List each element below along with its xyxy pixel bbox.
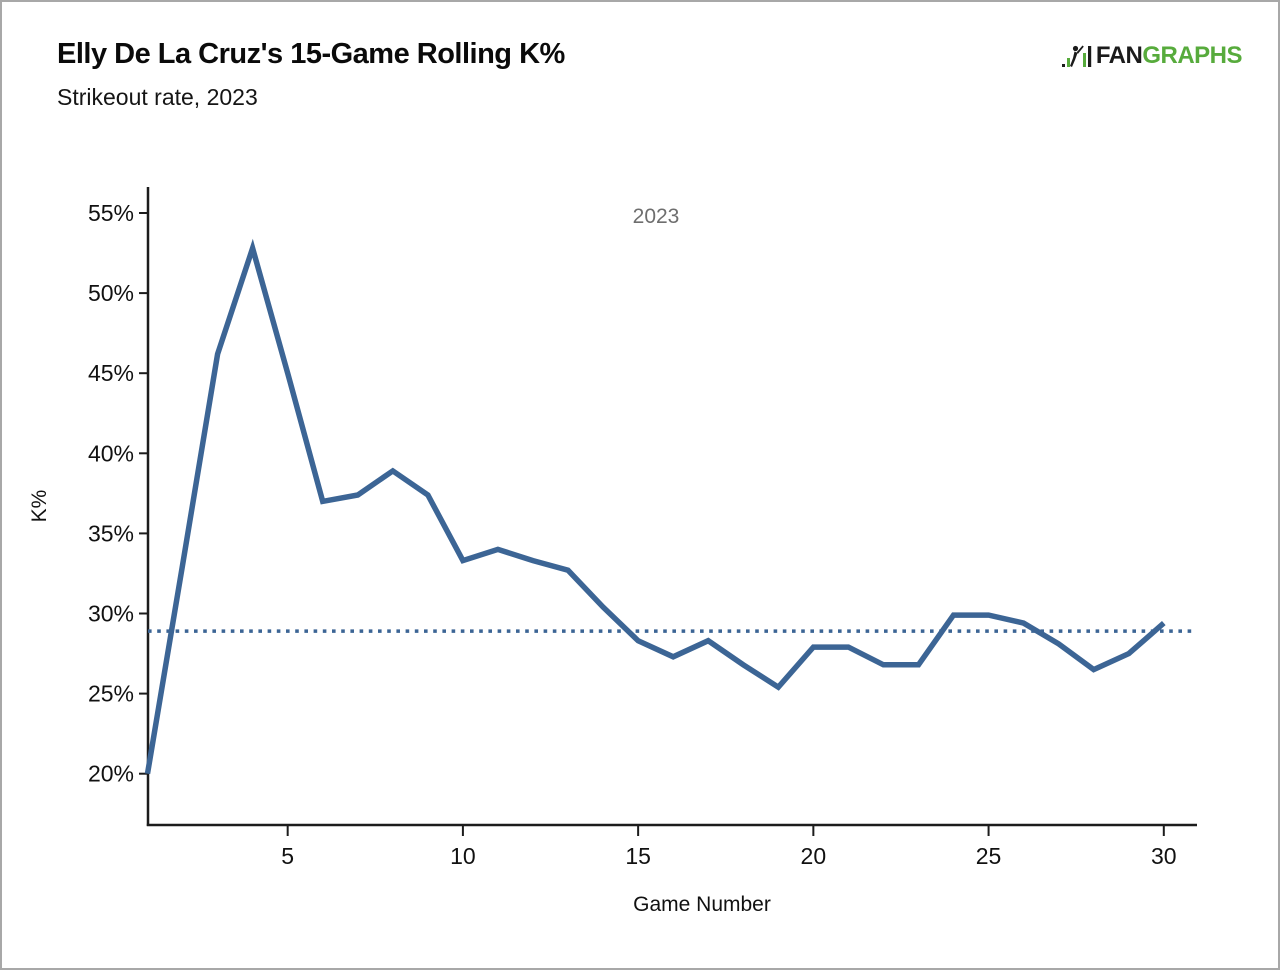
logo-text-graphs: GRAPHS (1142, 42, 1242, 69)
x-tick-label: 25 (976, 843, 1002, 869)
logo-text-fan: FAN (1095, 42, 1143, 69)
rolling-kpct-line (144, 238, 1166, 775)
x-tick-label: 30 (1151, 843, 1177, 869)
chart-subtitle: Strikeout rate, 2023 (57, 84, 258, 110)
chart-title: Elly De La Cruz's 15-Game Rolling K% (57, 38, 565, 70)
legend-series-label: 2023 (632, 205, 680, 228)
y-tick-label: 55% (88, 200, 134, 226)
fangraphs-logo: FAN GRAPHS (1061, 42, 1242, 70)
y-tick-label: 30% (88, 601, 134, 627)
x-tick-label: 20 (801, 843, 827, 869)
y-tick-label: 45% (88, 360, 134, 386)
y-tick-label: 50% (88, 280, 134, 306)
x-tick-label: 10 (450, 843, 476, 869)
y-tick-label: 35% (88, 520, 134, 546)
y-tick-label: 40% (88, 440, 134, 466)
y-tick-label: 25% (88, 681, 134, 707)
x-tick-label: 5 (281, 843, 294, 869)
x-tick-label: 15 (625, 843, 651, 869)
y-tick-label: 20% (88, 761, 134, 787)
x-axis-title: Game Number (633, 893, 771, 916)
fangraphs-batter-icon (1061, 45, 1092, 67)
